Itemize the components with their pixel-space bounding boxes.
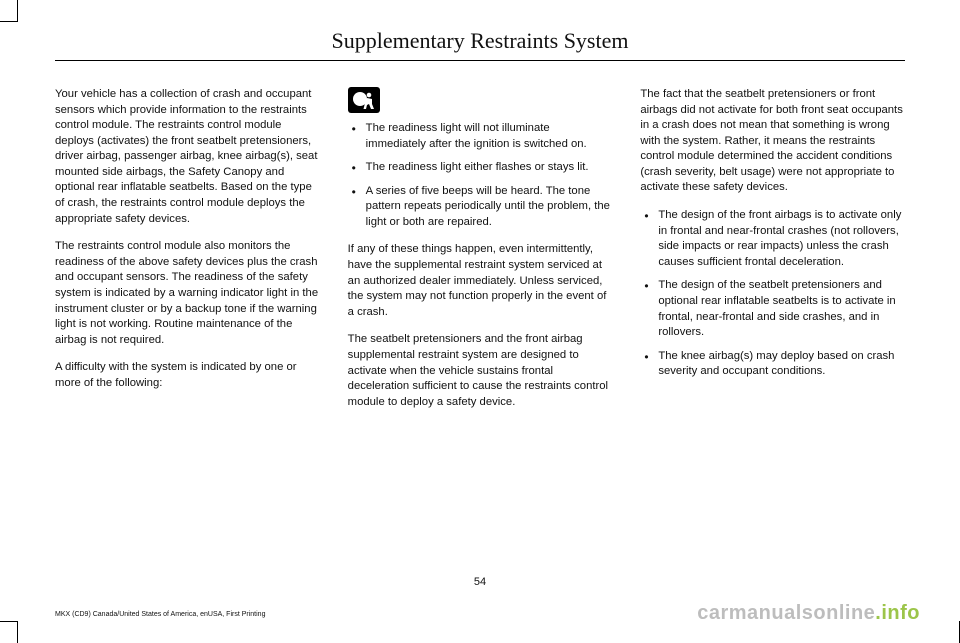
airbag-icon-svg <box>352 90 376 110</box>
paragraph: A difficulty with the system is indicate… <box>55 360 320 391</box>
imprint-line: MKX (CD9) Canada/United States of Americ… <box>55 611 265 618</box>
crop-mark-top-left <box>0 0 18 22</box>
paragraph: Your vehicle has a collection of crash a… <box>55 87 320 227</box>
column-3: The fact that the seatbelt pretensioners… <box>640 87 905 422</box>
watermark-text: carmanualsonline <box>697 602 875 624</box>
watermark-accent: .info <box>875 602 920 624</box>
chapter-title: Supplementary Restraints System <box>55 28 905 61</box>
bullet-list: The design of the front airbags is to ac… <box>640 208 905 380</box>
crop-mark-bottom-left <box>0 621 18 643</box>
airbag-warning-icon <box>348 87 380 113</box>
bullet-item: The design of the front airbags is to ac… <box>640 208 905 270</box>
paragraph: The seatbelt pretensioners and the front… <box>348 332 613 410</box>
column-2: The readiness light will not illuminate … <box>348 87 613 422</box>
content-columns: Your vehicle has a collection of crash a… <box>55 87 905 422</box>
bullet-item: The knee airbag(s) may deploy based on c… <box>640 349 905 380</box>
paragraph: The fact that the seatbelt pretensioners… <box>640 87 905 196</box>
paragraph: If any of these things happen, even inte… <box>348 242 613 320</box>
manual-page: Supplementary Restraints System Your veh… <box>0 0 960 643</box>
bullet-item: A series of five beeps will be heard. Th… <box>348 184 613 231</box>
page-number: 54 <box>0 576 960 588</box>
bullet-item: The readiness light either flashes or st… <box>348 160 613 176</box>
bullet-item: The design of the seatbelt pretensioners… <box>640 278 905 340</box>
paragraph: The restraints control module also monit… <box>55 239 320 348</box>
column-1: Your vehicle has a collection of crash a… <box>55 87 320 422</box>
watermark: carmanualsonline.info <box>697 602 920 625</box>
bullet-list: The readiness light will not illuminate … <box>348 121 613 230</box>
bullet-item: The readiness light will not illuminate … <box>348 121 613 152</box>
